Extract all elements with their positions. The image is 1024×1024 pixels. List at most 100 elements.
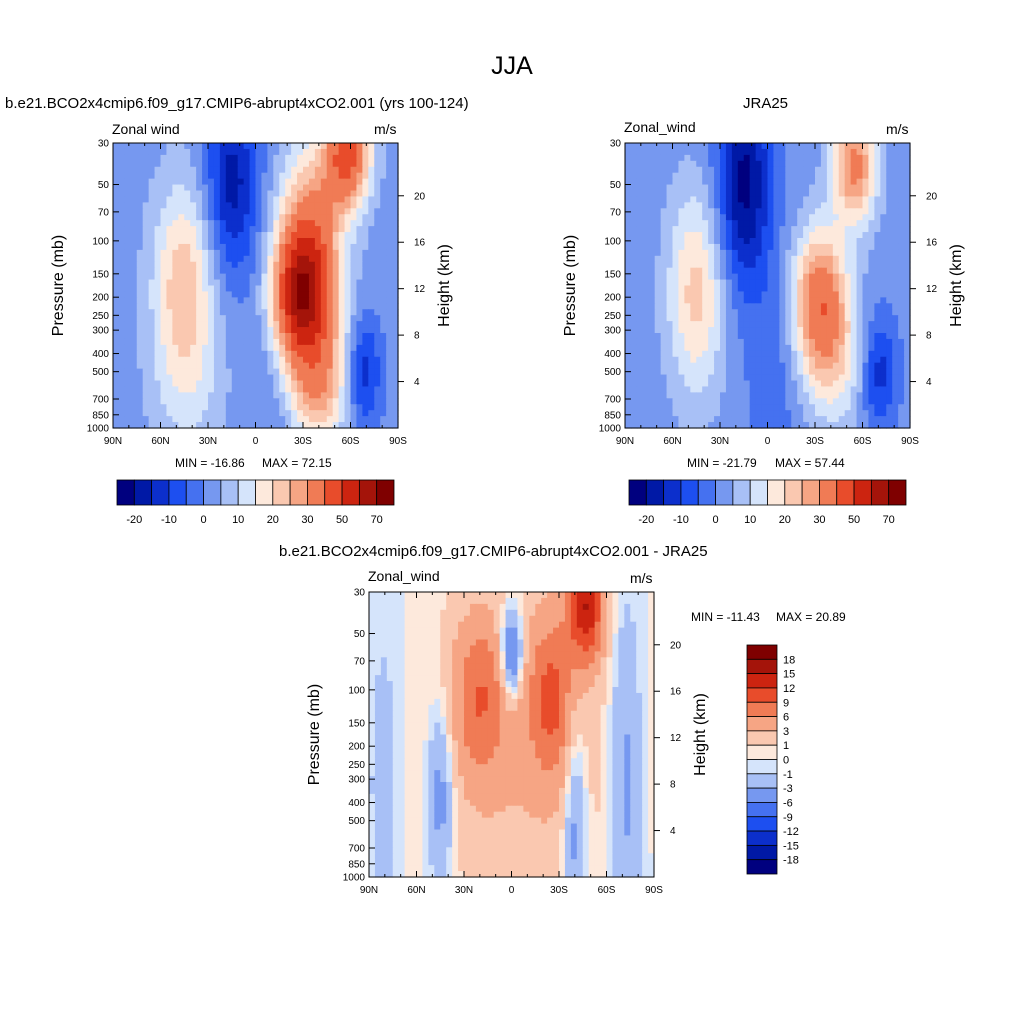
contour-cell <box>880 172 887 180</box>
contour-cell <box>850 309 858 316</box>
contour-cell <box>832 148 840 156</box>
contour-cell <box>874 392 881 399</box>
contour-cell <box>850 184 858 192</box>
contour-cell <box>356 338 363 346</box>
contour-cell <box>714 291 721 298</box>
contour-cell <box>326 267 334 275</box>
contour-cell <box>160 327 168 334</box>
contour-cell <box>696 362 703 370</box>
contour-cell <box>654 422 662 429</box>
contour-cell <box>380 374 387 382</box>
contour-cell <box>820 321 828 328</box>
contour-cell <box>702 297 709 304</box>
contour-cell <box>332 404 340 411</box>
contour-cell <box>838 404 846 411</box>
contour-cell <box>737 172 745 180</box>
contour-cell <box>255 386 263 393</box>
contour-cell <box>684 368 691 376</box>
contour-cell <box>267 422 274 429</box>
contour-cell <box>868 220 875 227</box>
contour-cell <box>297 238 304 245</box>
contour-cell <box>826 398 834 405</box>
contour-cell <box>356 404 363 411</box>
contour-cell <box>184 261 191 269</box>
contour-cell <box>856 232 864 239</box>
contour-cell <box>803 166 810 174</box>
contour-cell <box>350 344 358 352</box>
contour-cell <box>517 603 524 611</box>
contour-cell <box>898 327 905 334</box>
contour-cell <box>809 166 816 174</box>
y-tick-label: 250 <box>604 311 621 322</box>
contour-cell <box>303 255 310 263</box>
contour-cell <box>904 172 911 180</box>
contour-cell <box>219 374 227 382</box>
contour-cell <box>773 309 780 316</box>
contour-cell <box>308 143 316 150</box>
contour-cell <box>148 285 156 293</box>
contour-cell <box>350 279 358 287</box>
contour-cell <box>648 392 656 399</box>
contour-cell <box>166 416 173 423</box>
contour-cell <box>219 267 227 275</box>
contour-cell <box>255 297 263 304</box>
colorbar-box <box>203 479 222 506</box>
contour-cell <box>648 315 656 322</box>
contour-cell <box>773 404 780 411</box>
contour-cell <box>648 172 656 180</box>
contour-cell <box>791 356 798 364</box>
contour-cell <box>344 273 352 281</box>
contour-cell <box>350 297 358 304</box>
colorbar-box <box>732 479 751 506</box>
contour-cell <box>862 321 870 328</box>
contour-cell <box>892 410 899 417</box>
contour-cell <box>714 232 721 239</box>
contour-cell <box>344 154 352 162</box>
contour-cell <box>594 597 602 605</box>
contour-cell <box>749 416 757 423</box>
contour-cell <box>154 410 162 417</box>
contour-cell <box>267 309 274 316</box>
contour-cell <box>338 309 346 316</box>
contour-cell <box>820 398 828 405</box>
contour-cell <box>720 291 727 298</box>
contour-cell <box>213 154 221 162</box>
contour-cell <box>630 297 638 304</box>
contour-cell <box>166 208 173 215</box>
contour-cell <box>684 267 691 275</box>
contour-cell <box>904 273 911 281</box>
contour-cell <box>761 190 769 198</box>
contour-cell <box>356 243 363 251</box>
contour-cell <box>666 160 674 168</box>
contour-cell <box>880 214 887 221</box>
contour-cell <box>672 214 680 221</box>
contour-cell <box>797 297 804 304</box>
contour-cell <box>708 416 715 423</box>
contour-cell <box>297 273 304 281</box>
contour-cell <box>350 392 358 399</box>
contour-cell <box>898 422 905 429</box>
contour-cell <box>654 196 662 203</box>
contour-cell <box>880 392 887 399</box>
contour-cell <box>279 338 286 346</box>
contour-cell <box>297 214 304 221</box>
contour-cell <box>225 178 233 186</box>
contour-cell <box>773 148 780 156</box>
contour-cell <box>261 398 268 405</box>
contour-cell <box>368 255 375 263</box>
contour-cell <box>625 416 632 423</box>
contour-cell <box>880 285 887 293</box>
contour-cell <box>648 344 656 352</box>
contour-cell <box>243 243 251 251</box>
contour-cell <box>374 356 381 364</box>
contour-cell <box>297 338 304 346</box>
contour-cell <box>672 362 680 370</box>
contour-cell <box>166 380 173 388</box>
contour-cell <box>898 166 905 174</box>
contour-cell <box>255 404 263 411</box>
contour-cell <box>755 143 763 150</box>
contour-cell <box>654 410 662 417</box>
contour-cell <box>648 279 656 287</box>
contour-cell <box>172 344 179 352</box>
contour-cell <box>892 279 899 287</box>
